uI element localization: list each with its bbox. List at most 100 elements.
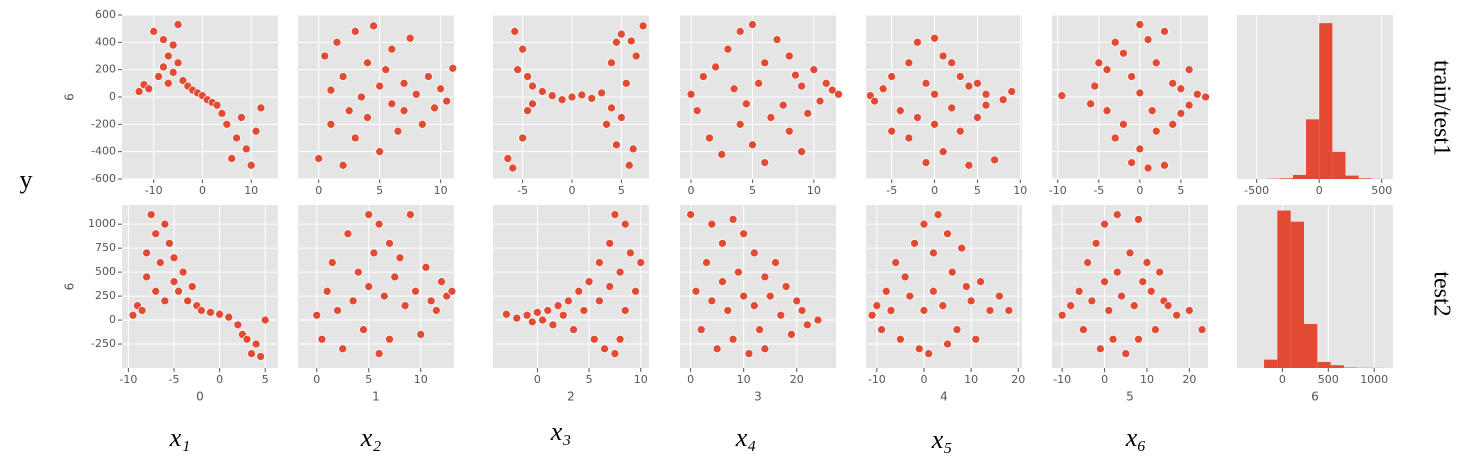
scatter-point [692,287,700,295]
x-axis-label: 5 [1126,390,1134,404]
scatter-point [1185,66,1193,74]
scatter-point [401,302,409,310]
scatter-point [1105,306,1113,314]
scatter-point [1111,134,1119,142]
scatter-point [580,306,588,314]
y-tick-label: -400 [91,145,116,158]
scatter-point [1088,297,1096,305]
scatter-point [606,239,614,247]
scatter-point [627,37,635,45]
x-tick-label: 10 [737,373,751,386]
x-tick-label: 5 [974,184,981,197]
scatter-point [1113,211,1121,219]
scatter-point [564,297,572,305]
scatter-point [606,283,614,291]
x-tick-label: 10 [1140,373,1154,386]
scatter-point [617,114,625,122]
scatter-point [687,211,695,219]
scatter-point [740,230,748,238]
y-tick-label: -200 [91,117,116,130]
scatter-point [1198,326,1206,334]
histogram-bar [1317,362,1330,368]
scatter-point [756,326,764,334]
scatter-point [386,239,394,247]
x-tick-label: 500 [1318,373,1339,386]
x-tick-label: -10 [145,184,163,197]
scatter-point [761,59,769,67]
scatter-point [626,249,634,257]
x-axis-label: 0 [196,390,204,404]
scatter-point [724,306,732,314]
scatter-point [321,52,329,60]
scatter-point [432,306,440,314]
scatter-point [538,88,546,96]
scatter-point [793,297,801,305]
scatter-point [896,335,904,343]
scatter-point [1091,82,1099,90]
scatter-point [603,120,611,128]
scatter-point [216,310,224,318]
scatter-point [761,159,769,167]
scatter-point [424,73,432,81]
scatter-point [147,211,155,219]
scatter-point [511,27,519,35]
scatter-point [892,259,900,267]
scatter-point [879,85,887,93]
x-tick-label: -5 [886,184,897,197]
histogram-bar [1293,175,1306,179]
scatter-point [155,73,163,81]
scatter-point [400,79,408,87]
x-tick-label: 0 [1279,373,1286,386]
scatter-point [625,161,633,169]
scatter-point [1095,59,1103,67]
scatter-point [1156,268,1164,276]
scatter-point [612,38,620,46]
scatter-point [973,114,981,122]
scatter-point [357,93,365,101]
scatter-point [913,114,921,122]
y-tick-label: 0 [109,90,116,103]
scatter-point [798,148,806,156]
scatter-point [1084,259,1092,267]
scatter-point [228,155,236,163]
scatter-point [524,73,532,81]
scatter-point [418,120,426,128]
scatter-point [750,249,758,257]
y-tick-label: 400 [95,35,116,48]
scatter-point [1173,311,1181,319]
scatter-point [313,311,321,319]
scatter-point [590,335,598,343]
scatter-point [1177,109,1185,117]
scatter-point [1152,59,1160,67]
scatter-point [962,283,970,291]
scatter-point [328,259,336,267]
scatter-point [607,59,615,67]
scatter-point [1134,335,1142,343]
scatter-point [143,273,151,281]
scatter-point [750,302,758,310]
x-tick-label: 5 [618,184,625,197]
histogram-bar [1304,324,1317,368]
scatter-point [948,268,956,276]
scatter-point [621,306,629,314]
histogram-bar [1264,360,1277,368]
scatter-point [339,161,347,169]
x-tick-label: 0 [1101,373,1108,386]
scatter-point [1058,311,1066,319]
y-axis-label: 6 [63,283,77,291]
scatter-point [1058,92,1066,100]
scatter-point [252,340,260,348]
scatter-point [549,321,557,329]
scatter-point [523,311,531,319]
scatter-point [327,120,335,128]
x-tick-label: 10 [1013,184,1027,197]
scatter-point [514,66,522,74]
x-tick-label: 10 [634,373,648,386]
scatter-point [729,335,737,343]
scatter-point [887,306,895,314]
scatter-point [1144,36,1152,44]
